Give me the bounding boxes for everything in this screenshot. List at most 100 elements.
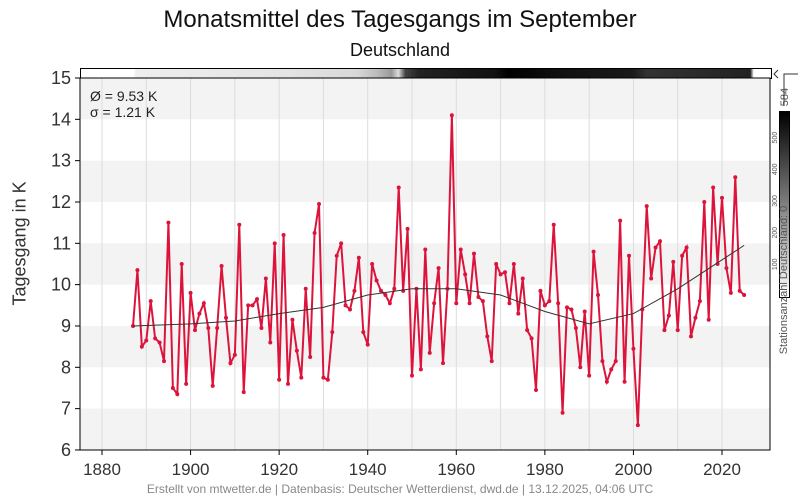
data-point [494, 261, 499, 266]
data-point [720, 195, 725, 200]
grid-band [80, 78, 770, 120]
mean-label: Ø = 9.53 K [90, 88, 158, 104]
data-point [547, 299, 552, 304]
y-tick-label: 8 [61, 357, 71, 377]
data-point [396, 185, 401, 190]
colorbar-pointer [783, 73, 798, 106]
data-point [312, 230, 317, 235]
grid-band [80, 408, 770, 450]
data-point [706, 317, 711, 322]
data-point [148, 299, 153, 304]
data-point [671, 259, 676, 264]
grid-band [80, 160, 770, 202]
plot-frame [79, 77, 771, 451]
data-point [618, 218, 623, 223]
data-point [259, 326, 264, 331]
data-point [649, 276, 654, 281]
data-point [330, 330, 335, 335]
y-axis-label: Tagesgang in K [9, 181, 30, 306]
data-point [423, 247, 428, 252]
data-point [356, 255, 361, 260]
y-tick-label: 6 [61, 440, 71, 460]
colorbar-max-label: 584 [779, 88, 791, 106]
data-point [352, 288, 357, 293]
data-point [609, 367, 614, 372]
data-point [334, 253, 339, 258]
data-point [551, 222, 556, 227]
data-point [467, 301, 472, 306]
data-point [170, 385, 175, 390]
x-tick-label: 1900 [172, 460, 210, 479]
data-point [680, 253, 685, 258]
data-point [463, 272, 468, 277]
data-point [250, 303, 255, 308]
data-point [520, 276, 525, 281]
data-point [339, 241, 344, 246]
data-point [188, 290, 193, 295]
x-tick-label: 2020 [703, 460, 741, 479]
data-point [206, 326, 211, 331]
data-point [733, 175, 738, 180]
y-tick-label: 11 [52, 233, 71, 253]
data-point [454, 301, 459, 306]
data-point [485, 334, 490, 339]
colorbar-tick-label: 500 [772, 132, 779, 144]
data-point [476, 295, 481, 300]
data-point [666, 313, 671, 318]
data-point [410, 373, 415, 378]
data-point [162, 359, 167, 364]
data-point [565, 305, 570, 310]
data-point [498, 272, 503, 277]
data-point [534, 388, 539, 393]
sd-label: σ = 1.21 K [90, 104, 156, 120]
y-tick-label: 10 [51, 275, 71, 295]
y-tick-label: 13 [51, 151, 71, 171]
data-point [418, 367, 423, 372]
data-point [365, 342, 370, 347]
arrow-icon [773, 69, 779, 79]
data-point [268, 340, 273, 345]
data-point [578, 365, 583, 370]
data-point [370, 261, 375, 266]
footer-credit: Erstellt von mtwetter.de | Datenbasis: D… [146, 482, 654, 496]
data-point [215, 326, 220, 331]
data-point [529, 336, 534, 341]
data-point [343, 303, 348, 308]
data-point [197, 311, 202, 316]
data-point [600, 359, 605, 364]
data-point [379, 288, 384, 293]
data-point [573, 326, 578, 331]
data-point [219, 264, 224, 269]
data-point [480, 299, 485, 304]
data-point [662, 328, 667, 333]
data-point [525, 328, 530, 333]
data-point [290, 317, 295, 322]
data-point [392, 286, 397, 291]
chart-subtitle: Deutschland [349, 40, 451, 60]
data-point [255, 297, 260, 302]
data-point [224, 315, 229, 320]
data-point [432, 301, 437, 306]
data-point [675, 328, 680, 333]
data-point [374, 278, 379, 283]
data-point [689, 334, 694, 339]
data-point [472, 251, 477, 256]
data-point [325, 377, 330, 382]
x-tick-label: 1960 [437, 460, 475, 479]
data-point [281, 233, 286, 238]
data-point [507, 301, 512, 306]
data-point [193, 328, 198, 333]
data-point [241, 390, 246, 395]
data-point [653, 245, 658, 250]
y-tick-label: 12 [51, 192, 71, 212]
data-point [383, 292, 388, 297]
data-point [175, 392, 180, 397]
data-point [511, 261, 516, 266]
data-point [299, 375, 304, 380]
data-point [348, 307, 353, 312]
data-point [144, 338, 149, 343]
data-point [560, 410, 565, 415]
data-point [658, 239, 663, 244]
data-point [317, 202, 322, 207]
